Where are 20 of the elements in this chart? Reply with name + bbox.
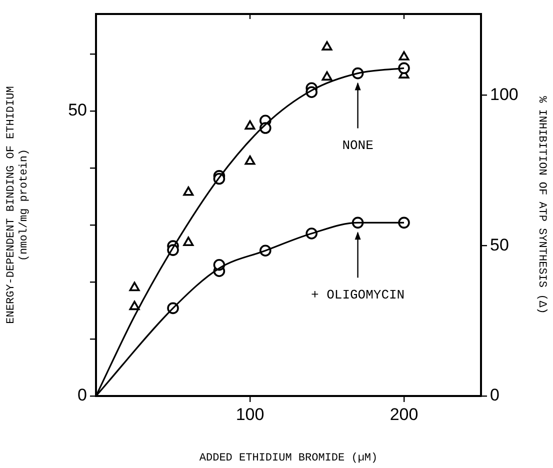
point (398, 51, 410, 60)
point (183, 186, 194, 196)
y2-axis-title: % INHIBITION OF ATP SYNTHESIS (Δ) (535, 96, 548, 314)
y2-tick-label: 0 (490, 386, 500, 405)
point (322, 71, 332, 81)
point (244, 120, 256, 130)
point (244, 155, 256, 165)
text: + OLIGOMYCIN (310, 288, 405, 303)
y-axis-title: ENERGY-DEPENDENT BINDING OF ETHIDIUM (nmol/mg protein) (6, 86, 31, 324)
point (322, 41, 332, 50)
point (129, 282, 140, 292)
point (398, 62, 410, 74)
point (398, 216, 410, 229)
y2-tick-label: 50 (490, 235, 509, 254)
y2-tick-label: 100 (490, 84, 518, 104)
point (183, 236, 194, 246)
point (129, 300, 140, 310)
text: NONE (342, 138, 374, 154)
x-tick-label: 200 (390, 404, 418, 424)
x-axis-title: ADDED ETHIDIUM BROMIDE (µM) (199, 452, 378, 464)
